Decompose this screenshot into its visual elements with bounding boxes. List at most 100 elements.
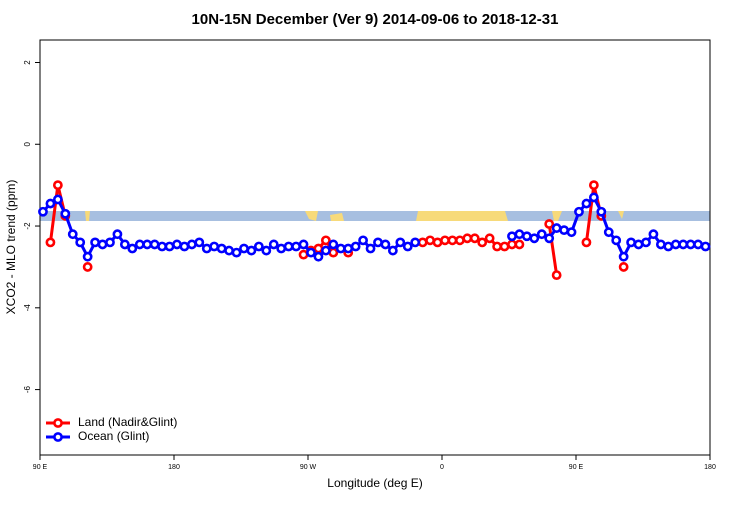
point [425,235,435,246]
point [164,241,175,252]
point [663,241,674,252]
point [313,251,324,262]
x-tick-label: 90 E [569,464,584,471]
point [432,237,443,248]
point [119,239,130,250]
point [157,241,167,252]
point [358,235,368,246]
point [112,229,123,240]
point [566,227,577,238]
point [618,262,629,272]
point [283,241,294,252]
point [447,235,458,246]
point [544,233,555,244]
point [134,239,145,250]
point [678,239,689,250]
point [529,233,540,244]
point [306,247,316,258]
y-axis-label: XCO2 - MLO trend (ppm) [4,180,18,315]
point [90,237,100,248]
point [231,247,242,258]
point [261,245,272,256]
point [179,241,190,252]
point [105,237,115,248]
point [454,235,465,246]
x-tick-label: 180 [168,464,180,471]
x-tick-label: 90 W [300,464,317,471]
point [484,233,495,244]
point [603,227,614,238]
point [201,243,212,254]
point [328,247,339,258]
chart-title: 10N-15N December (Ver 9) 2014-09-06 to 2… [192,11,559,28]
point [551,270,562,280]
y-tick-label: -2 [23,222,32,230]
point [611,235,622,246]
point [186,239,197,250]
point [335,243,346,254]
point [499,241,510,252]
point [149,239,160,250]
point [97,239,108,250]
x-tick-label: 0 [440,464,444,471]
point [350,241,361,252]
point [507,231,517,242]
point [276,243,287,254]
point [648,229,659,240]
point [551,223,562,233]
point [514,229,525,240]
point [641,237,651,248]
point [536,229,547,240]
point [52,180,63,191]
point [268,239,279,250]
point [670,239,681,250]
point [700,241,711,252]
point [588,180,599,191]
point [38,206,48,217]
point [417,237,428,248]
y-tick-label: 2 [23,60,32,65]
point [291,241,301,252]
point [440,235,450,246]
point [544,219,555,229]
point [395,237,406,248]
point [469,233,480,244]
legend-label: Land (Nadir&Glint) [78,415,177,429]
series-line [50,185,623,275]
point [574,206,584,217]
point [45,237,56,248]
point [60,208,71,219]
point [581,198,592,209]
point [298,249,309,260]
point [588,192,599,203]
point [75,237,86,248]
point [224,245,234,256]
y-tick-label: 0 [23,141,32,146]
point [410,237,421,248]
point [626,237,636,248]
point [142,239,153,250]
point [172,239,182,250]
point [313,243,324,254]
point [82,262,93,272]
point [52,194,63,205]
point [253,241,264,252]
y-tick-label: -6 [23,385,32,393]
point [693,239,703,250]
map-strip [40,211,710,221]
point [514,239,525,250]
y-tick-label: -4 [23,304,32,312]
point [365,243,376,254]
point [581,237,592,248]
point [492,241,502,252]
point [559,225,569,236]
point [402,241,413,252]
point [373,237,383,248]
point [67,229,78,240]
legend-marker [53,418,63,428]
point [239,243,249,254]
point [45,198,56,209]
point [685,239,696,250]
x-tick-label: 180 [704,464,716,471]
